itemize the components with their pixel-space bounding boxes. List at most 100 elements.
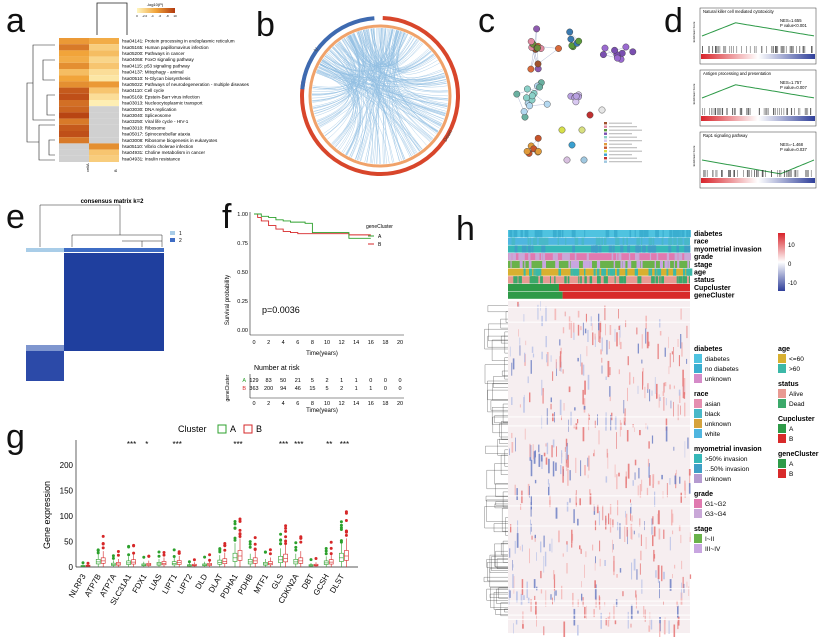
annotation-tracks bbox=[508, 230, 693, 299]
gene-labels: NLRP3ATP7BATP7ASLC31A1FDX1LIASLIPT1LIPT2… bbox=[67, 572, 346, 607]
boxplot-ytick: 200 bbox=[60, 461, 74, 470]
chord-link bbox=[318, 66, 359, 155]
expression-cell bbox=[527, 483, 530, 497]
pathway-label: hsa03250: Viral life cycle - HIV-1 bbox=[122, 119, 189, 124]
expression-cell bbox=[630, 507, 632, 514]
dendrogram-branch bbox=[499, 438, 508, 444]
cluster-block-edge bbox=[26, 345, 64, 351]
network-node bbox=[566, 28, 574, 36]
pathway-label: hsa00510: N-Glycan biosynthesis bbox=[122, 76, 191, 81]
expression-cell bbox=[577, 518, 579, 526]
legend-item: >50% invasion bbox=[705, 456, 748, 463]
gene-box bbox=[95, 548, 101, 567]
expression-cell bbox=[656, 393, 658, 399]
legend-title: race bbox=[694, 391, 709, 398]
gene-box bbox=[232, 520, 238, 567]
expression-cell bbox=[641, 334, 643, 349]
heatmap-cell bbox=[59, 112, 89, 119]
expression-cell bbox=[659, 319, 661, 328]
expression-cell bbox=[657, 565, 660, 580]
expression-cell bbox=[584, 380, 586, 395]
significance-mark: *** bbox=[279, 440, 288, 449]
expression-cell bbox=[559, 351, 562, 368]
chord-link bbox=[392, 30, 423, 67]
expression-cell bbox=[687, 437, 689, 449]
heatmap-cell bbox=[89, 38, 119, 45]
pathway-label: hsa04931: Choline metabolism in cancer bbox=[122, 150, 205, 155]
expression-cell bbox=[599, 336, 601, 343]
expression-cell bbox=[524, 352, 526, 363]
label-down: Down bbox=[443, 129, 455, 143]
expression-cell bbox=[663, 571, 665, 580]
gene-box bbox=[293, 541, 299, 567]
pathway-label: hsa04115: p53 signaling pathway bbox=[122, 63, 191, 68]
risk-value: 129 bbox=[249, 378, 258, 384]
expression-cell bbox=[545, 590, 547, 607]
network-node bbox=[535, 147, 542, 155]
expression-cell bbox=[566, 463, 568, 471]
expression-cell bbox=[560, 347, 562, 354]
expression-cell bbox=[613, 604, 615, 620]
expression-cell bbox=[513, 590, 515, 594]
risk-xtick: 18 bbox=[382, 401, 388, 407]
km-curve-b bbox=[254, 213, 371, 236]
expression-cell bbox=[688, 469, 691, 476]
gene-box bbox=[298, 535, 304, 567]
chord-link bbox=[332, 46, 395, 163]
row-dendrogram bbox=[26, 44, 55, 161]
network-node bbox=[527, 38, 535, 45]
dendrogram-branch bbox=[487, 335, 508, 348]
cluster-bar-2 bbox=[26, 248, 164, 252]
expression-cell bbox=[652, 535, 654, 547]
expression-cell bbox=[662, 491, 664, 499]
expression-cell bbox=[555, 462, 557, 471]
dendrogram-branch bbox=[487, 562, 508, 582]
expression-cell bbox=[618, 472, 620, 477]
legend-item: Dead bbox=[789, 401, 805, 408]
expression-cell bbox=[582, 322, 584, 336]
expression-cell bbox=[684, 441, 686, 458]
annotation-track bbox=[508, 268, 693, 276]
expression-cell bbox=[589, 489, 591, 494]
expression-cell bbox=[612, 544, 614, 550]
legend-tick: -8 bbox=[166, 14, 169, 18]
pathway-labels: hsa04141: Protein processing in endoplas… bbox=[122, 39, 250, 162]
expression-cell bbox=[553, 574, 556, 591]
expression-cell bbox=[520, 504, 522, 510]
expression-cell bbox=[530, 360, 532, 374]
expression-cell bbox=[510, 524, 512, 533]
expression-cell bbox=[549, 543, 551, 552]
expression-cell bbox=[645, 328, 647, 344]
expression-cell bbox=[522, 624, 524, 629]
chord-link bbox=[316, 72, 431, 142]
expression-cell bbox=[606, 339, 608, 355]
expression-cell bbox=[649, 612, 651, 625]
expression-cell bbox=[588, 413, 590, 431]
dendrogram-branch bbox=[485, 495, 508, 502]
expression-cell bbox=[558, 530, 560, 543]
outlier-point bbox=[162, 553, 166, 557]
legend-swatch bbox=[778, 389, 786, 398]
expression-cell bbox=[648, 625, 651, 632]
gene-box bbox=[131, 543, 136, 567]
expression-cell bbox=[566, 501, 569, 512]
outlier-point bbox=[116, 550, 120, 553]
expression-cell bbox=[537, 304, 539, 320]
expression-cell bbox=[641, 479, 643, 492]
expression-cell bbox=[568, 316, 571, 330]
expression-cell bbox=[688, 586, 690, 596]
expression-cell bbox=[529, 485, 530, 498]
dendrogram-branch bbox=[484, 506, 508, 529]
gene-label: DLST bbox=[328, 572, 346, 594]
expression-row-gap bbox=[508, 525, 690, 527]
expression-cell bbox=[625, 510, 626, 518]
outlier-point bbox=[294, 545, 298, 549]
expression-cell bbox=[686, 358, 688, 364]
panel-d-gsea: Natural killer cell mediated cytotoxicit… bbox=[692, 7, 817, 189]
network-node bbox=[563, 156, 571, 164]
risk-xtick: 4 bbox=[282, 401, 285, 407]
expression-row-gap bbox=[508, 321, 690, 323]
expression-cell bbox=[566, 541, 568, 545]
gsea-nes: NES=1.655 bbox=[780, 18, 802, 23]
expression-cell bbox=[562, 327, 565, 334]
